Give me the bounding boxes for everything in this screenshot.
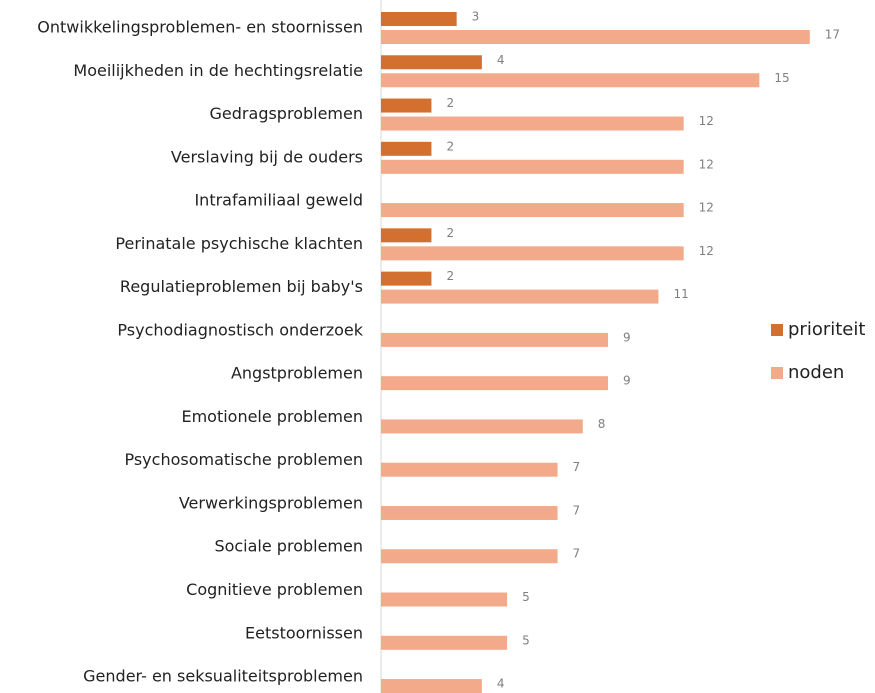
- category-label: Emotionele problemen: [181, 407, 363, 426]
- bar: [381, 679, 482, 693]
- category-label: Perinatale psychische klachten: [115, 234, 363, 253]
- value-label: 17: [825, 28, 840, 42]
- bar: [381, 635, 508, 650]
- value-label: 2: [446, 226, 454, 240]
- value-label: 12: [699, 244, 714, 258]
- value-label: 7: [573, 460, 581, 474]
- value-label: 5: [522, 590, 530, 604]
- bar: [381, 228, 432, 243]
- bar: [381, 12, 457, 26]
- bar: [381, 159, 684, 174]
- legend-label: prioriteit: [788, 319, 865, 340]
- category-label: Psychosomatische problemen: [124, 450, 363, 469]
- value-label: 4: [497, 53, 505, 67]
- value-label: 2: [446, 139, 454, 153]
- bar: [381, 271, 432, 286]
- bar: [381, 116, 684, 131]
- bar: [381, 376, 608, 391]
- category-label: Eetstoornissen: [245, 623, 363, 642]
- category-label: Verwerkingsproblemen: [179, 493, 363, 512]
- legend-label: noden: [788, 362, 844, 383]
- bar: [381, 98, 432, 113]
- category-label: Angstproblemen: [231, 364, 363, 383]
- value-label: 12: [699, 114, 714, 128]
- legend-swatch: [771, 324, 783, 336]
- value-label: 4: [497, 677, 505, 691]
- value-label: 3: [472, 10, 480, 24]
- bar: [381, 246, 684, 261]
- bar: [381, 289, 659, 304]
- value-label: 9: [623, 374, 631, 388]
- legend-swatch: [771, 367, 783, 379]
- value-label: 7: [573, 503, 581, 517]
- category-label: Moeilijkheden in de hechtingsrelatie: [73, 61, 363, 80]
- value-label: 8: [598, 417, 606, 431]
- bar: [381, 549, 558, 564]
- category-label: Sociale problemen: [214, 537, 363, 556]
- value-label: 2: [446, 96, 454, 110]
- bar: [381, 505, 558, 520]
- category-label: Regulatieproblemen bij baby's: [120, 277, 363, 296]
- category-label: Gedragsproblemen: [210, 104, 363, 123]
- bar: [381, 30, 810, 44]
- value-label: 5: [522, 633, 530, 647]
- category-label: Verslaving bij de ouders: [171, 147, 363, 166]
- value-label: 9: [623, 330, 631, 344]
- bar: [381, 203, 684, 218]
- bar: [381, 419, 583, 434]
- bar: [381, 141, 432, 156]
- category-label: Cognitieve problemen: [186, 580, 363, 599]
- category-label: Psychodiagnostisch onderzoek: [117, 320, 363, 339]
- bar: [381, 332, 608, 347]
- category-label: Intrafamiliaal geweld: [194, 191, 363, 210]
- value-label: 11: [673, 287, 688, 301]
- bar: [381, 462, 558, 477]
- bar: [381, 55, 482, 70]
- bar: [381, 73, 760, 88]
- value-label: 2: [446, 269, 454, 283]
- category-label: Ontwikkelingsproblemen- en stoornissen: [37, 18, 363, 37]
- value-label: 15: [774, 71, 789, 85]
- bar: [381, 592, 508, 607]
- value-label: 12: [699, 157, 714, 171]
- value-label: 12: [699, 201, 714, 215]
- value-label: 7: [573, 547, 581, 561]
- category-label: Gender- en seksualiteitsproblemen: [83, 667, 363, 686]
